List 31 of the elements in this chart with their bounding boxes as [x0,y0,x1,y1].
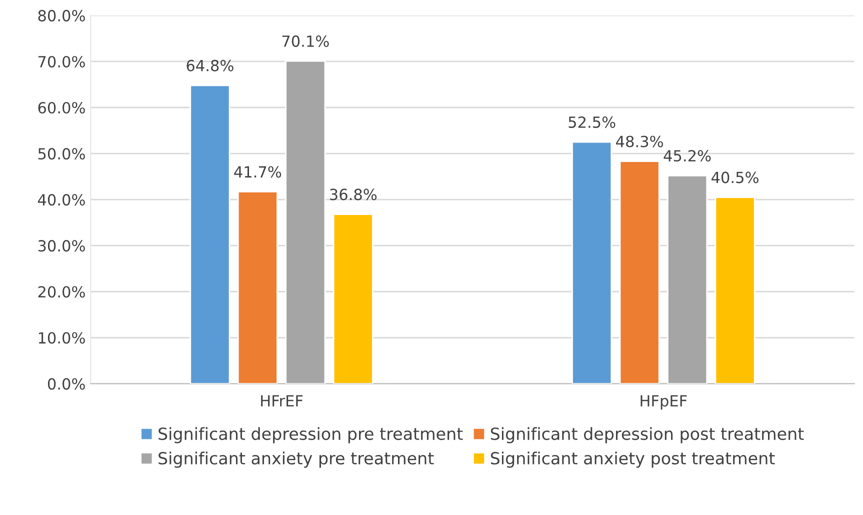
data-label: 64.8% [186,60,234,72]
data-label: 36.8% [330,188,377,200]
bar [714,196,756,384]
data-label: 70.1% [282,35,329,47]
legend-label: Significant depression pre treatment [158,427,463,444]
data-label: 40.5% [712,172,758,184]
data-label: 52.5% [568,116,616,128]
y-tick-label: 20.0% [38,286,85,298]
y-tick-label: 40.0% [38,194,85,206]
y-tick-label: 60.0% [38,102,85,114]
y-tick-label: 50.0% [38,148,85,160]
bar [572,141,612,384]
legend-label: Significant anxiety pre treatment [158,452,434,468]
y-tick-label: 0.0% [48,378,85,390]
legend-label: Significant anxiety post treatment [490,452,775,468]
data-label: 45.2% [664,150,711,162]
legend-label: Significant depression post treatment [490,427,804,444]
data-label: 48.3% [616,136,663,148]
data-label: 41.7% [234,166,282,178]
y-tick-label: 10.0% [38,332,85,344]
bar [619,160,660,384]
bar [285,60,326,384]
bar [332,214,374,384]
y-tick-label: 30.0% [38,240,85,252]
bar [667,174,708,384]
bar [237,191,278,384]
y-tick-label: 70.0% [38,56,85,68]
x-tick-label: HFrEF [261,395,303,406]
x-tick-label: HFpEF [640,395,687,410]
bar [190,84,230,384]
y-tick-label: 80.0% [38,10,85,22]
